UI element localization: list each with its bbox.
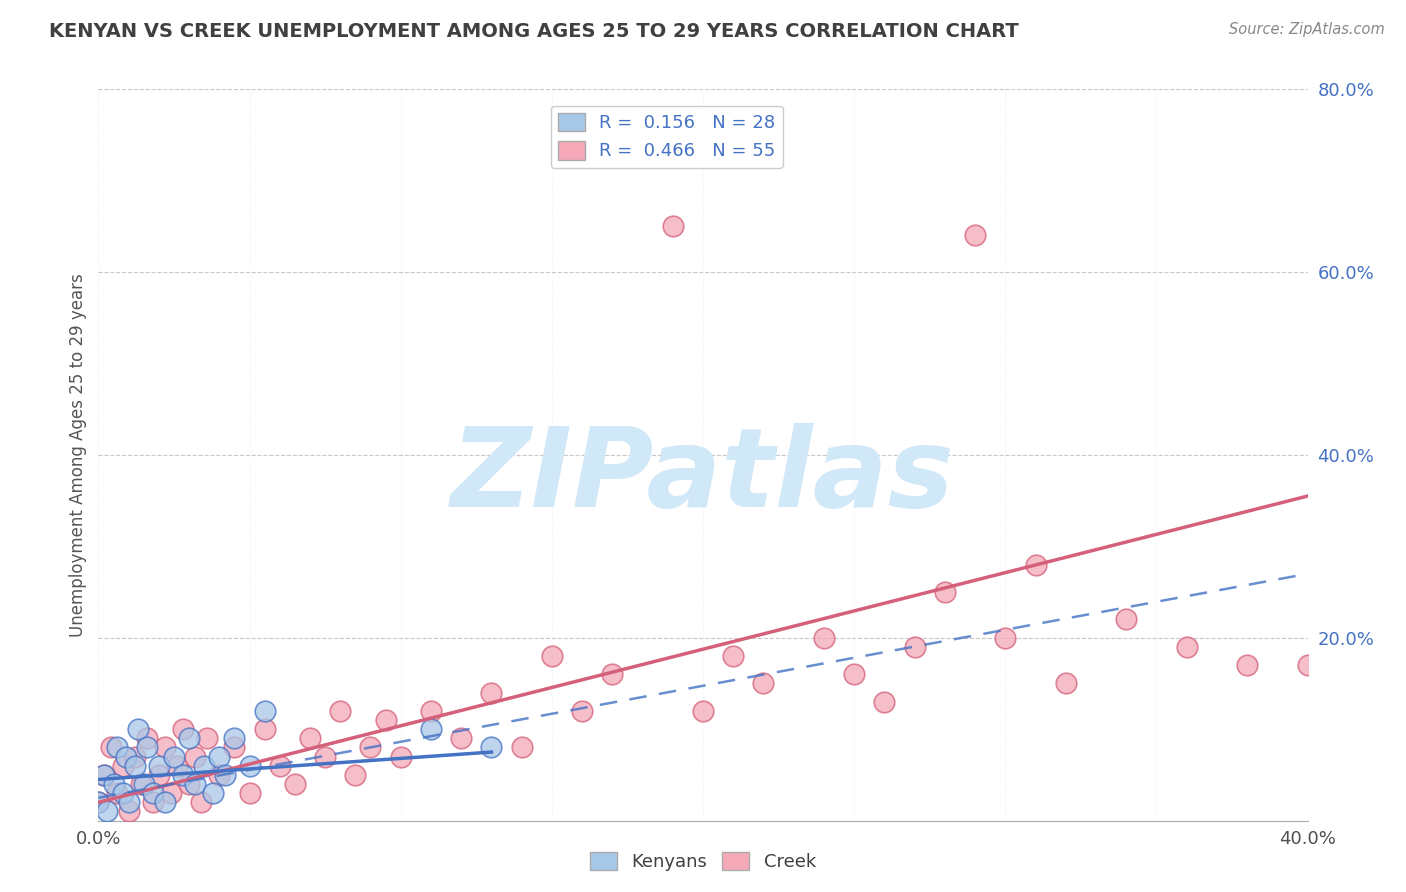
Point [184,777,207,791]
Point [239,786,262,800]
Point [179,777,201,791]
Point [224,731,246,746]
Point [389,749,412,764]
Point [153,796,176,810]
Point [160,786,183,800]
Point [103,777,125,791]
Point [124,758,146,772]
Point [148,768,170,782]
Point [132,777,155,791]
Point [1175,640,1198,654]
Point [202,786,225,800]
Point [723,649,745,664]
Point [934,585,956,599]
Point [284,777,307,791]
Point [93,768,115,782]
Point [253,723,276,737]
Point [148,758,170,772]
Y-axis label: Unemployment Among Ages 25 to 29 years: Unemployment Among Ages 25 to 29 years [69,273,87,637]
Point [96,805,118,819]
Point [166,758,188,772]
Point [179,731,201,746]
Point [163,749,186,764]
Point [374,713,396,727]
Point [135,740,157,755]
Point [111,758,134,772]
Point [135,731,157,746]
Point [105,740,128,755]
Point [1115,613,1137,627]
Point [224,740,246,755]
Point [239,758,262,772]
Point [172,768,194,782]
Point [1054,676,1077,690]
Point [153,740,176,755]
Point [193,758,215,772]
Point [118,796,141,810]
Point [269,758,291,772]
Point [127,723,149,737]
Point [540,649,562,664]
Point [602,667,624,681]
Point [420,704,443,718]
Point [752,676,775,690]
Point [114,749,136,764]
Point [314,749,336,764]
Point [1024,558,1046,572]
Point [1296,658,1319,673]
Point [299,731,322,746]
Point [873,695,896,709]
Point [571,704,593,718]
Point [208,749,231,764]
Point [329,704,352,718]
Point [692,704,714,718]
Point [184,749,207,764]
Point [510,740,533,755]
Point [111,786,134,800]
Text: Source: ZipAtlas.com: Source: ZipAtlas.com [1229,22,1385,37]
Point [904,640,927,654]
Legend: R =  0.156   N = 28, R =  0.466   N = 55: R = 0.156 N = 28, R = 0.466 N = 55 [551,105,783,168]
Point [124,749,146,764]
Point [344,768,367,782]
Point [481,740,503,755]
Point [118,805,141,819]
Point [93,768,115,782]
Point [100,740,122,755]
Point [214,768,236,782]
Point [195,731,218,746]
Point [813,631,835,645]
Point [450,731,472,746]
Point [87,796,110,810]
Text: KENYAN VS CREEK UNEMPLOYMENT AMONG AGES 25 TO 29 YEARS CORRELATION CHART: KENYAN VS CREEK UNEMPLOYMENT AMONG AGES … [49,22,1019,41]
Point [87,796,110,810]
Point [360,740,382,755]
Point [420,723,443,737]
Point [481,686,503,700]
Text: ZIPatlas: ZIPatlas [451,424,955,531]
Point [661,219,683,234]
Point [844,667,866,681]
Point [253,704,276,718]
Legend: Kenyans, Creek: Kenyans, Creek [583,845,823,879]
Point [190,796,212,810]
Point [142,796,165,810]
Point [994,631,1017,645]
Point [129,777,152,791]
Point [965,228,987,243]
Point [105,786,128,800]
Point [172,723,194,737]
Point [208,768,231,782]
Point [1236,658,1258,673]
Point [142,786,165,800]
